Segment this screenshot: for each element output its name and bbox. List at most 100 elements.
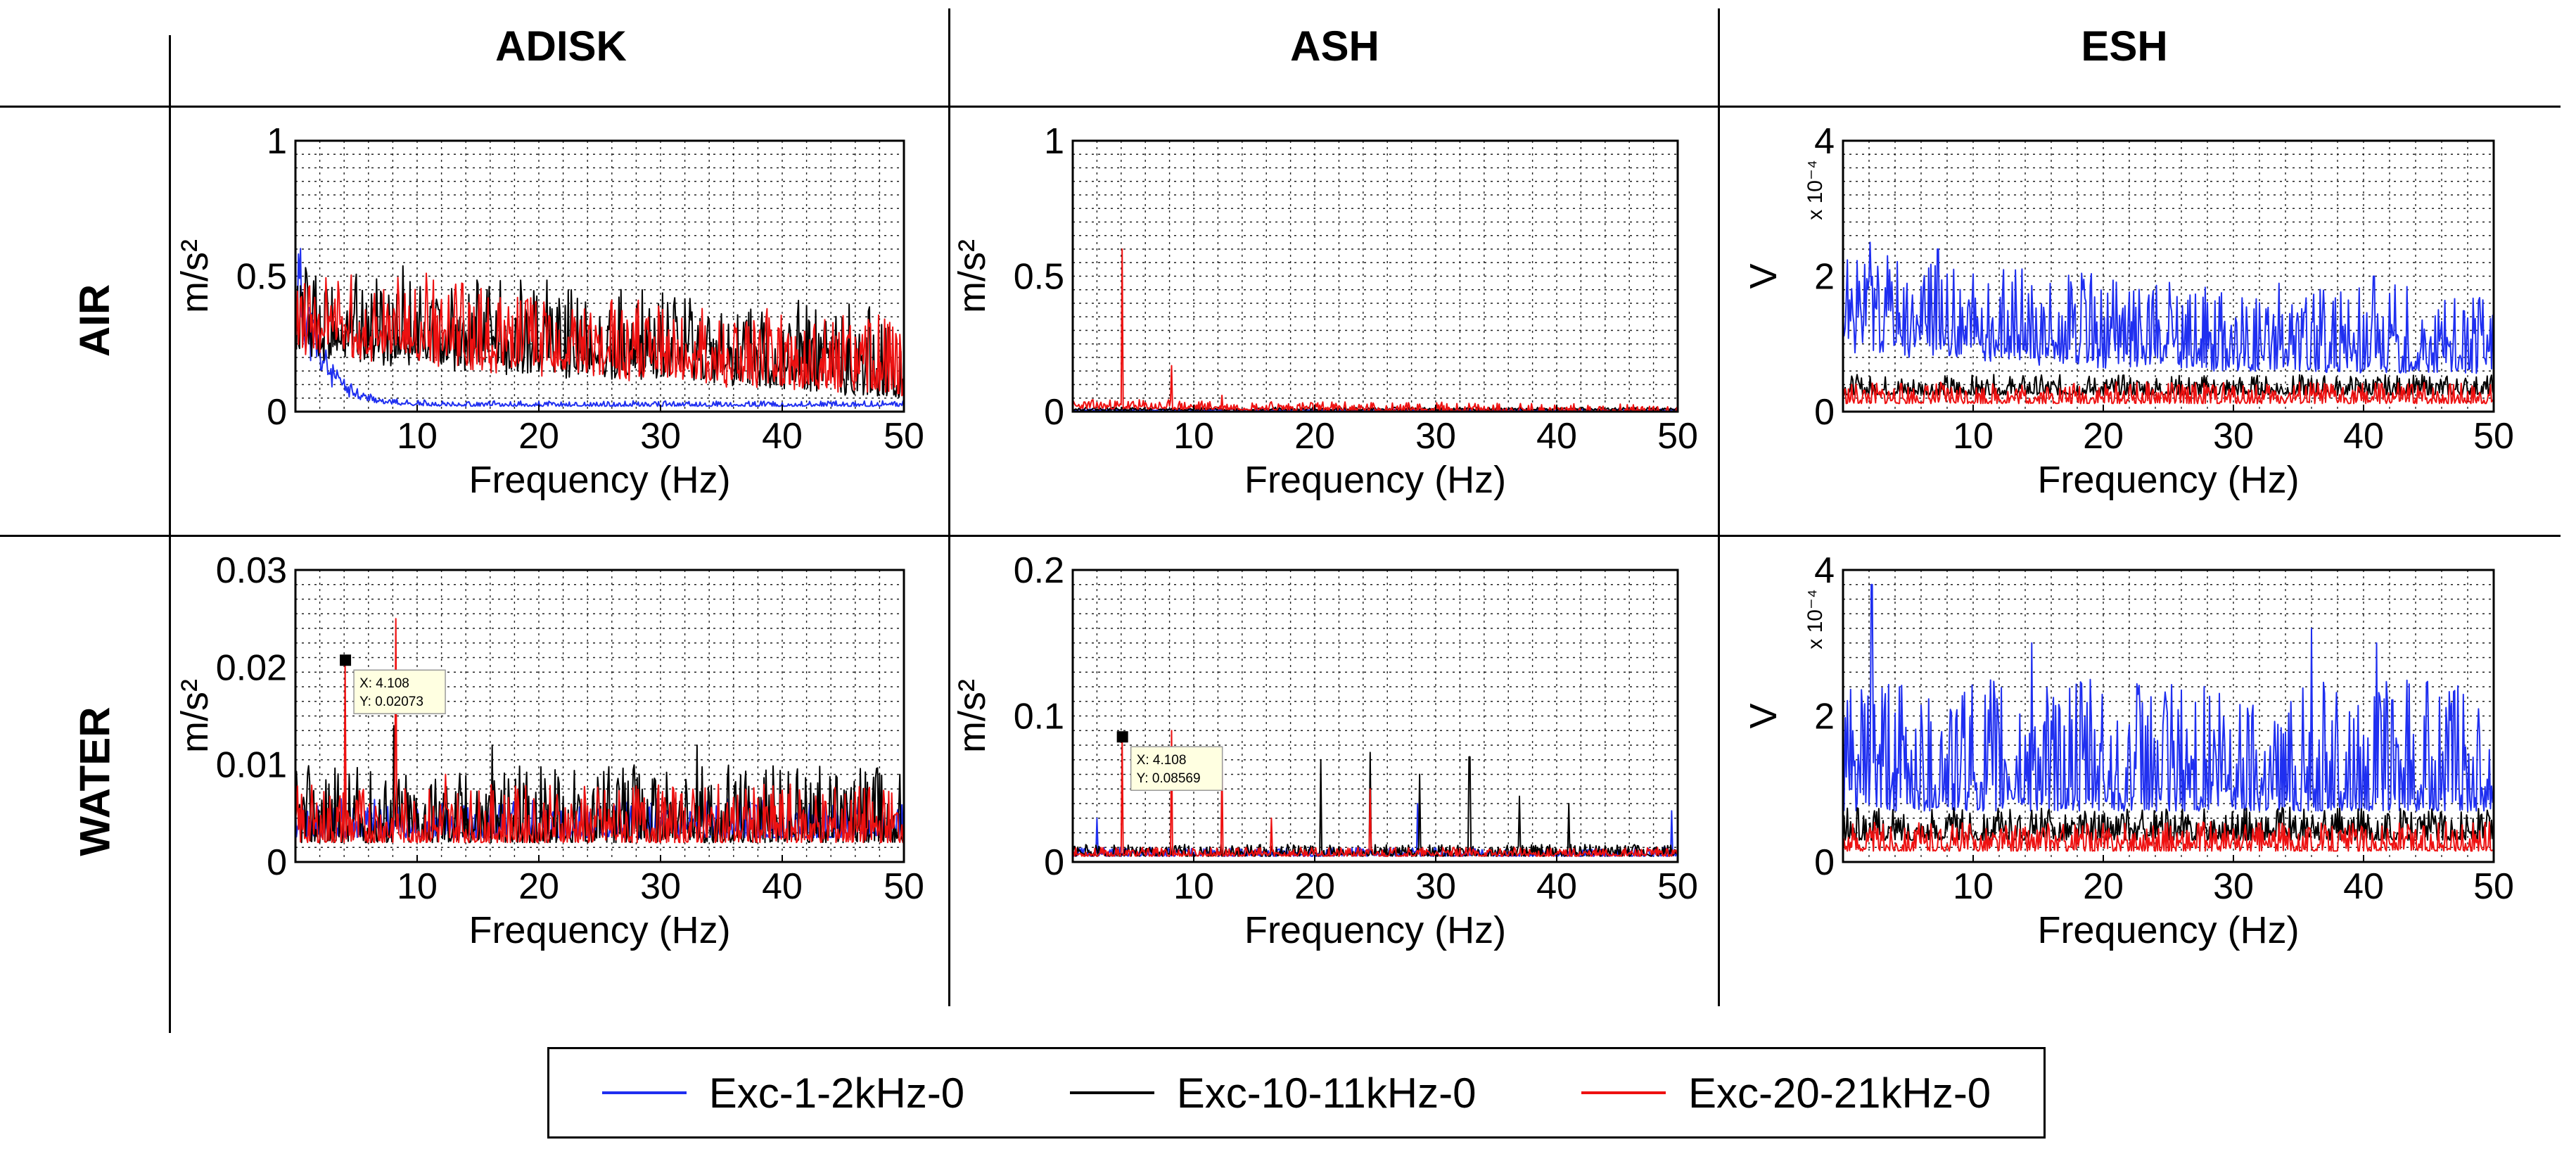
y-tick-label: 1 <box>1044 121 1064 162</box>
y-tick-label: 2 <box>1814 257 1835 298</box>
datatip-x: X: 4.108 <box>1137 753 1187 768</box>
x-tick-label: 50 <box>884 416 924 457</box>
x-axis-label: Frequency (Hz) <box>2037 909 2299 951</box>
x-tick-label: 10 <box>1173 416 1214 457</box>
datatip-y: Y: 0.02073 <box>359 695 423 709</box>
legend-item: Exc-20-21kHz-0 <box>1581 1069 1991 1117</box>
axes-frame <box>1071 569 1679 863</box>
chart-air-adisk: 10 20 30 40 50 0 0.5 1 Frequency (Hz) m/s² <box>174 121 924 501</box>
x-tick-label: 10 <box>1953 416 1994 457</box>
axes-frame <box>1842 139 2495 413</box>
series-line <box>1842 381 2494 405</box>
x-tick-label: 50 <box>1657 866 1698 907</box>
y-tick-label: 1 <box>267 121 287 162</box>
legend-swatch <box>1581 1091 1666 1094</box>
datatip[interactable]: X: 4.108 Y: 0.08569 <box>1116 731 1223 791</box>
x-tick-label: 40 <box>1536 866 1577 907</box>
y-tick-label: 0.5 <box>236 257 287 298</box>
x-tick-label: 40 <box>762 416 803 457</box>
chart-water-ash: 10 20 30 40 50 0 0.1 0.2 Frequency (Hz) m/s² X: 4.… <box>951 550 1698 951</box>
y-tick-label: 0.01 <box>216 745 287 786</box>
y-tick-label: 2 <box>1814 697 1835 737</box>
x-tick-label: 20 <box>1294 866 1335 907</box>
series-line <box>295 248 905 407</box>
chart-water-esh: 10 20 30 40 50 0 2 4x 10⁻⁴ Frequency (Hz) V <box>1742 550 2514 951</box>
y-exponent-label: x 10⁻⁴ <box>1804 160 1827 220</box>
x-tick-label: 30 <box>1415 416 1456 457</box>
x-tick-label: 20 <box>2083 416 2124 457</box>
series-line <box>295 272 905 397</box>
x-axis-label: Frequency (Hz) <box>2037 459 2299 501</box>
datatip-y: Y: 0.08569 <box>1137 771 1201 786</box>
plot-area <box>1843 141 2494 412</box>
grid <box>1073 570 1678 862</box>
series-line <box>1842 806 2494 841</box>
x-tick-label: 10 <box>397 866 438 907</box>
x-axis-label: Frequency (Hz) <box>1244 909 1506 951</box>
x-tick-label: 50 <box>2473 416 2514 457</box>
legend-swatch <box>601 1091 687 1094</box>
y-axis-label: m/s² <box>951 679 993 753</box>
column-header-esh: ESH <box>2081 22 2168 70</box>
y-tick-label: 0 <box>267 842 287 883</box>
legend-label: Exc-20-21kHz-0 <box>1688 1069 1991 1117</box>
legend-label: Exc-10-11kHz-0 <box>1176 1069 1477 1117</box>
x-tick-label: 30 <box>2213 866 2254 907</box>
y-axis-label: m/s² <box>951 239 993 313</box>
legend-label: Exc-1-2kHz-0 <box>708 1069 965 1117</box>
plot-area <box>1073 570 1678 862</box>
table-divider-horizontal <box>0 535 2561 537</box>
x-tick-label: 30 <box>2213 416 2254 457</box>
datatip-box <box>353 669 446 714</box>
x-tick-label: 40 <box>2343 866 2384 907</box>
chart-air-esh: 10 20 30 40 50 0 2 4x 10⁻⁴ Frequency (Hz) V <box>1742 121 2514 501</box>
x-tick-label: 10 <box>397 416 438 457</box>
row-header-water: WATER <box>71 706 119 856</box>
x-tick-label: 50 <box>884 866 924 907</box>
x-tick-label: 50 <box>1657 416 1698 457</box>
axes-frame <box>294 139 905 413</box>
x-axis-label: Frequency (Hz) <box>1244 459 1506 501</box>
table-divider-vertical <box>1718 8 1720 1006</box>
y-tick-label: 0 <box>1814 392 1835 433</box>
column-header-adisk: ADISK <box>495 22 627 70</box>
y-tick-label: 0.5 <box>1014 257 1064 298</box>
grid <box>1073 141 1678 412</box>
y-tick-label: 0 <box>267 392 287 433</box>
y-tick-label: 4 <box>1814 550 1835 591</box>
series-line <box>1842 583 2494 812</box>
axes-frame <box>294 569 905 863</box>
x-tick-label: 40 <box>2343 416 2384 457</box>
series-line <box>1072 730 1678 857</box>
legend-item: Exc-10-11kHz-0 <box>1069 1069 1477 1117</box>
x-tick-label: 30 <box>1415 866 1456 907</box>
legend-swatch <box>1069 1091 1154 1094</box>
y-axis-label: V <box>1742 703 1785 728</box>
table-divider-vertical <box>948 8 950 1006</box>
datatip-marker <box>340 654 352 666</box>
plot-area <box>1073 141 1678 412</box>
y-tick-label: 0.1 <box>1014 697 1064 737</box>
table-divider-vertical <box>169 35 171 1033</box>
datatip[interactable]: X: 4.108 Y: 0.02073 <box>340 654 446 714</box>
table-divider-horizontal <box>0 106 2561 108</box>
y-tick-label: 0.2 <box>1014 550 1064 591</box>
y-axis-label: m/s² <box>174 679 216 753</box>
y-axis-label: m/s² <box>174 239 216 313</box>
datatip-marker <box>1116 731 1128 743</box>
legend: Exc-1-2kHz-0 Exc-10-11kHz-0 Exc-20-21kHz… <box>547 1047 2046 1139</box>
datatip-x: X: 4.108 <box>359 676 409 691</box>
x-tick-label: 50 <box>2473 866 2514 907</box>
x-tick-label: 30 <box>640 416 681 457</box>
y-tick-label: 4 <box>1814 121 1835 162</box>
x-tick-label: 20 <box>1294 416 1335 457</box>
x-tick-label: 20 <box>2083 866 2124 907</box>
x-tick-label: 10 <box>1953 866 1994 907</box>
y-tick-label: 0.02 <box>216 647 287 688</box>
x-tick-label: 40 <box>762 866 803 907</box>
x-axis-label: Frequency (Hz) <box>468 459 730 501</box>
column-header-ash: ASH <box>1290 22 1379 70</box>
x-tick-label: 20 <box>518 866 559 907</box>
y-axis-label: V <box>1742 263 1785 288</box>
